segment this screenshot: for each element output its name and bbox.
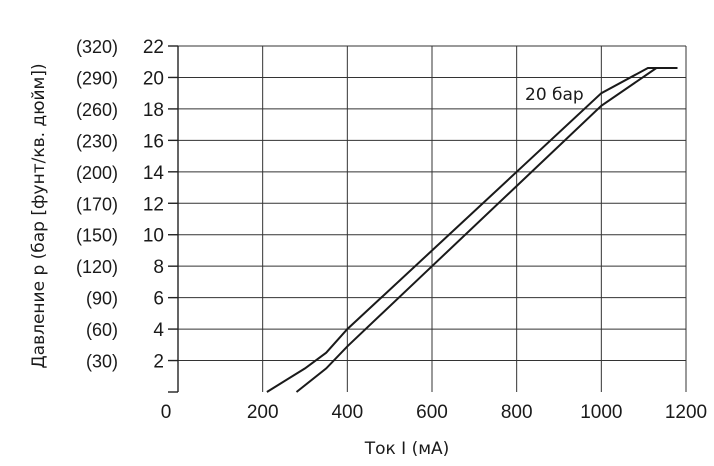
y-tick-label: 20 xyxy=(143,68,164,89)
y2-tick-label: (260) xyxy=(76,100,118,120)
y-tick-label: 22 xyxy=(143,37,164,58)
x-axis-title: Ток I (мА) xyxy=(364,439,450,459)
pressure-curve-2 xyxy=(295,67,657,393)
y-tick-label: 2 xyxy=(153,352,164,373)
x-tick-label: 1200 xyxy=(665,402,707,423)
y2-tick-label: (30) xyxy=(86,352,118,372)
y2-tick-label: (150) xyxy=(76,226,118,246)
grid-layer xyxy=(178,45,687,392)
y2-tick-label: (60) xyxy=(86,320,118,340)
y2-tick-label: (230) xyxy=(76,131,118,151)
axis-layer xyxy=(168,45,179,393)
y2-tick-label: (320) xyxy=(76,37,118,57)
x-tick-label: 200 xyxy=(247,402,279,423)
annotation-20-bar: 20 бар xyxy=(525,85,584,105)
label-layer: 2 4 6 8 10 12 14 16 18 20 22 (30) (60) (90) (120) (150)… xyxy=(76,37,707,423)
y-tick-label: 6 xyxy=(153,289,164,310)
x-tick-label: 400 xyxy=(331,402,363,423)
y2-tick-label: (290) xyxy=(76,68,118,88)
y-tick-label: 8 xyxy=(153,257,164,278)
y2-tick-label: (90) xyxy=(86,289,118,309)
pressure-curve-1 xyxy=(266,67,678,393)
x-tick-label: 1000 xyxy=(580,402,622,423)
series-layer xyxy=(266,67,678,393)
y-tick-label: 10 xyxy=(143,226,164,247)
y2-tick-label: (200) xyxy=(76,163,118,183)
x-tick-label: 800 xyxy=(501,402,533,423)
y-tick-label: 12 xyxy=(143,194,164,215)
y-tick-label: 18 xyxy=(143,100,164,121)
x-tick-label: 0 xyxy=(161,402,172,423)
y-tick-label: 16 xyxy=(143,131,164,152)
y2-tick-label: (120) xyxy=(76,257,118,277)
y-axis-title: Давление p (бар [фунт/кв. дюйм]) xyxy=(29,63,49,368)
y-tick-label: 14 xyxy=(143,163,165,184)
y2-tick-label: (170) xyxy=(76,194,118,214)
x-tick-label: 600 xyxy=(416,402,448,423)
y-tick-label: 4 xyxy=(153,320,164,341)
